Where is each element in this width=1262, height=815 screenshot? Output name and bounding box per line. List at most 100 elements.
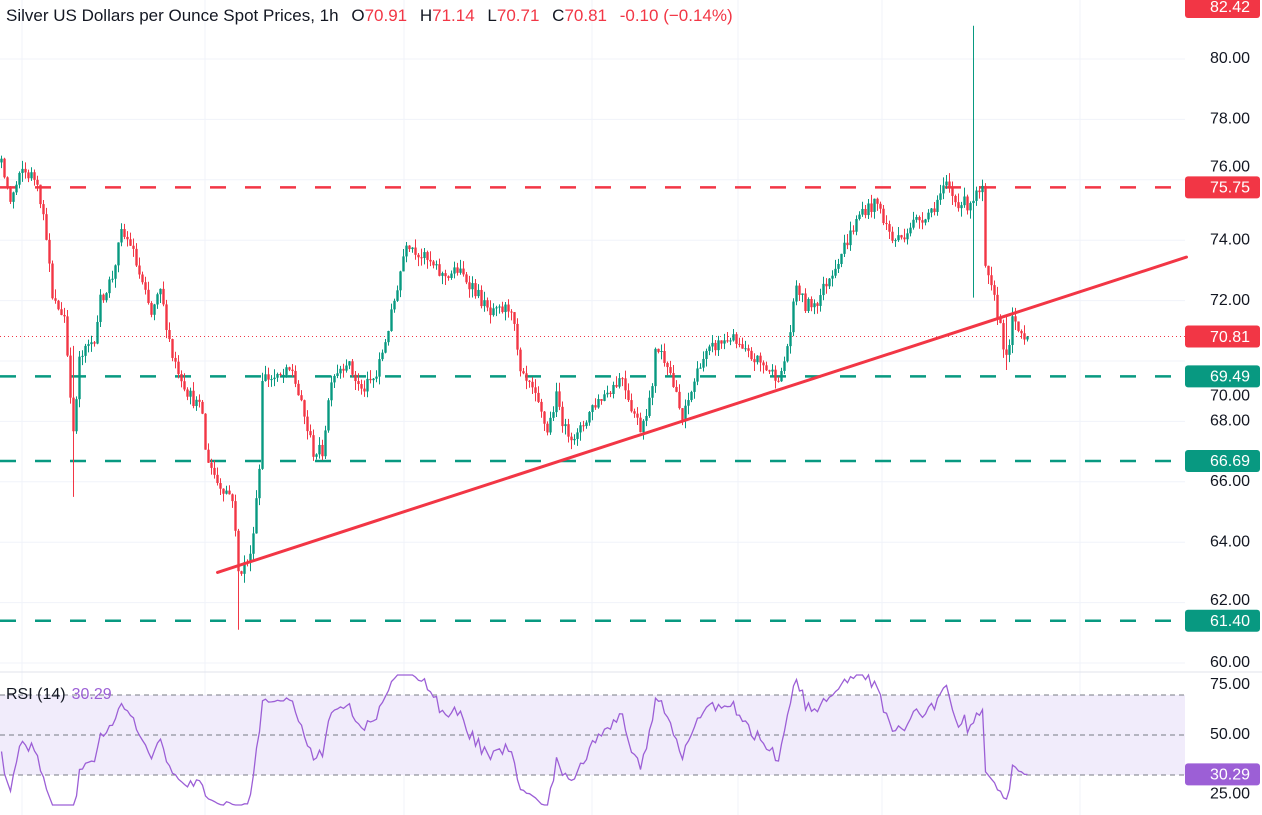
candle-body bbox=[756, 355, 759, 363]
candle-body bbox=[891, 231, 894, 241]
candle-body bbox=[273, 377, 276, 380]
candle-body bbox=[42, 204, 45, 215]
candle-body bbox=[345, 365, 348, 371]
candle-body bbox=[198, 399, 201, 402]
candle-body bbox=[771, 369, 774, 372]
open-value: 70.91 bbox=[364, 6, 408, 25]
candle-body bbox=[264, 374, 267, 382]
candle-body bbox=[495, 307, 498, 309]
candle-body bbox=[630, 400, 633, 412]
candle-body bbox=[615, 384, 618, 387]
candle-body bbox=[336, 373, 339, 376]
candle-body bbox=[477, 289, 480, 297]
candle-body bbox=[150, 302, 153, 315]
candle-body bbox=[159, 288, 162, 295]
price-axis[interactable]: 82.42 75.75 69.49 66.69 61.40 70.81 30.29 80.00… bbox=[1185, 0, 1260, 803]
candle-body bbox=[333, 375, 336, 383]
candle-body bbox=[468, 282, 471, 290]
candle-body bbox=[252, 533, 255, 554]
candle-body bbox=[876, 198, 879, 204]
candle-body bbox=[768, 370, 771, 372]
candle-body bbox=[231, 494, 234, 502]
candle-body bbox=[312, 435, 315, 457]
candle-body bbox=[201, 401, 204, 414]
candle-body bbox=[1005, 349, 1008, 355]
candle-body bbox=[798, 285, 801, 295]
candle-body bbox=[147, 289, 150, 303]
candle-body bbox=[570, 436, 573, 441]
candle-body bbox=[27, 172, 30, 179]
candle-body bbox=[45, 214, 48, 240]
candle-body bbox=[993, 285, 996, 295]
candle-body bbox=[219, 483, 222, 489]
candle-body bbox=[72, 397, 75, 432]
candle-body bbox=[693, 381, 696, 392]
candle-body bbox=[393, 300, 396, 310]
candle-body bbox=[216, 474, 219, 484]
price-tick-label: 62.00 bbox=[1210, 592, 1250, 609]
candle-body bbox=[321, 444, 324, 457]
candle-body bbox=[939, 193, 942, 200]
candle-body bbox=[162, 288, 165, 305]
candle-body bbox=[9, 188, 12, 202]
candle-body bbox=[303, 400, 306, 417]
candle-body bbox=[621, 378, 624, 380]
candle-body bbox=[171, 339, 174, 358]
candle-body bbox=[453, 267, 456, 274]
candle-body bbox=[975, 190, 978, 201]
candle-body bbox=[195, 399, 198, 407]
rsi-label: RSI (14) bbox=[6, 686, 66, 703]
candle-body bbox=[126, 236, 129, 240]
candle-body bbox=[435, 264, 438, 266]
candle-body bbox=[558, 391, 561, 407]
candle-body bbox=[759, 355, 762, 363]
candle-body bbox=[588, 412, 591, 423]
candle-body bbox=[927, 212, 930, 220]
candle-body bbox=[1023, 333, 1026, 340]
level-price-tag: 61.40 bbox=[1210, 613, 1250, 630]
candle-body bbox=[969, 203, 972, 211]
rsi-band-fill bbox=[0, 695, 1185, 775]
candle-body bbox=[597, 399, 600, 408]
candle-body bbox=[705, 350, 708, 359]
candle-body bbox=[513, 312, 516, 324]
trendline[interactable] bbox=[216, 255, 1188, 574]
level-price-tag: 69.49 bbox=[1210, 369, 1250, 386]
candle-body bbox=[357, 381, 360, 385]
candle-body bbox=[789, 332, 792, 347]
symbol-title: Silver US Dollars per Ounce Spot Prices,… bbox=[6, 6, 339, 25]
candle-body bbox=[282, 374, 285, 376]
candle-body bbox=[270, 379, 273, 381]
candle-body bbox=[3, 158, 6, 178]
candle-body bbox=[726, 340, 729, 342]
candle-body bbox=[456, 267, 459, 273]
close-value: 70.81 bbox=[564, 6, 607, 25]
high-marker-tag: 82.42 bbox=[1210, 0, 1250, 16]
candle-body bbox=[369, 378, 372, 381]
candle-body bbox=[510, 311, 513, 313]
candle-body bbox=[135, 248, 138, 266]
candle-body bbox=[669, 367, 672, 373]
candle-body bbox=[744, 348, 747, 350]
candles bbox=[0, 25, 1029, 630]
candle-body bbox=[207, 449, 210, 463]
candle-body bbox=[174, 357, 177, 362]
rsi-tick-label: 25.00 bbox=[1210, 786, 1250, 803]
candle-body bbox=[972, 200, 975, 204]
candle-body bbox=[192, 390, 195, 407]
candle-body bbox=[567, 424, 570, 437]
candle-body bbox=[423, 252, 426, 258]
candle-body bbox=[945, 181, 948, 186]
candle-body bbox=[942, 185, 945, 194]
candle-body bbox=[660, 351, 663, 353]
candle-body bbox=[774, 369, 777, 381]
candle-body bbox=[633, 411, 636, 414]
candle-body bbox=[855, 218, 858, 232]
candle-body bbox=[819, 295, 822, 306]
candle-body bbox=[552, 412, 555, 418]
level-price-tag: 66.69 bbox=[1210, 453, 1250, 470]
candle-body bbox=[732, 334, 735, 341]
candle-body bbox=[741, 344, 744, 349]
candle-body bbox=[225, 490, 228, 494]
